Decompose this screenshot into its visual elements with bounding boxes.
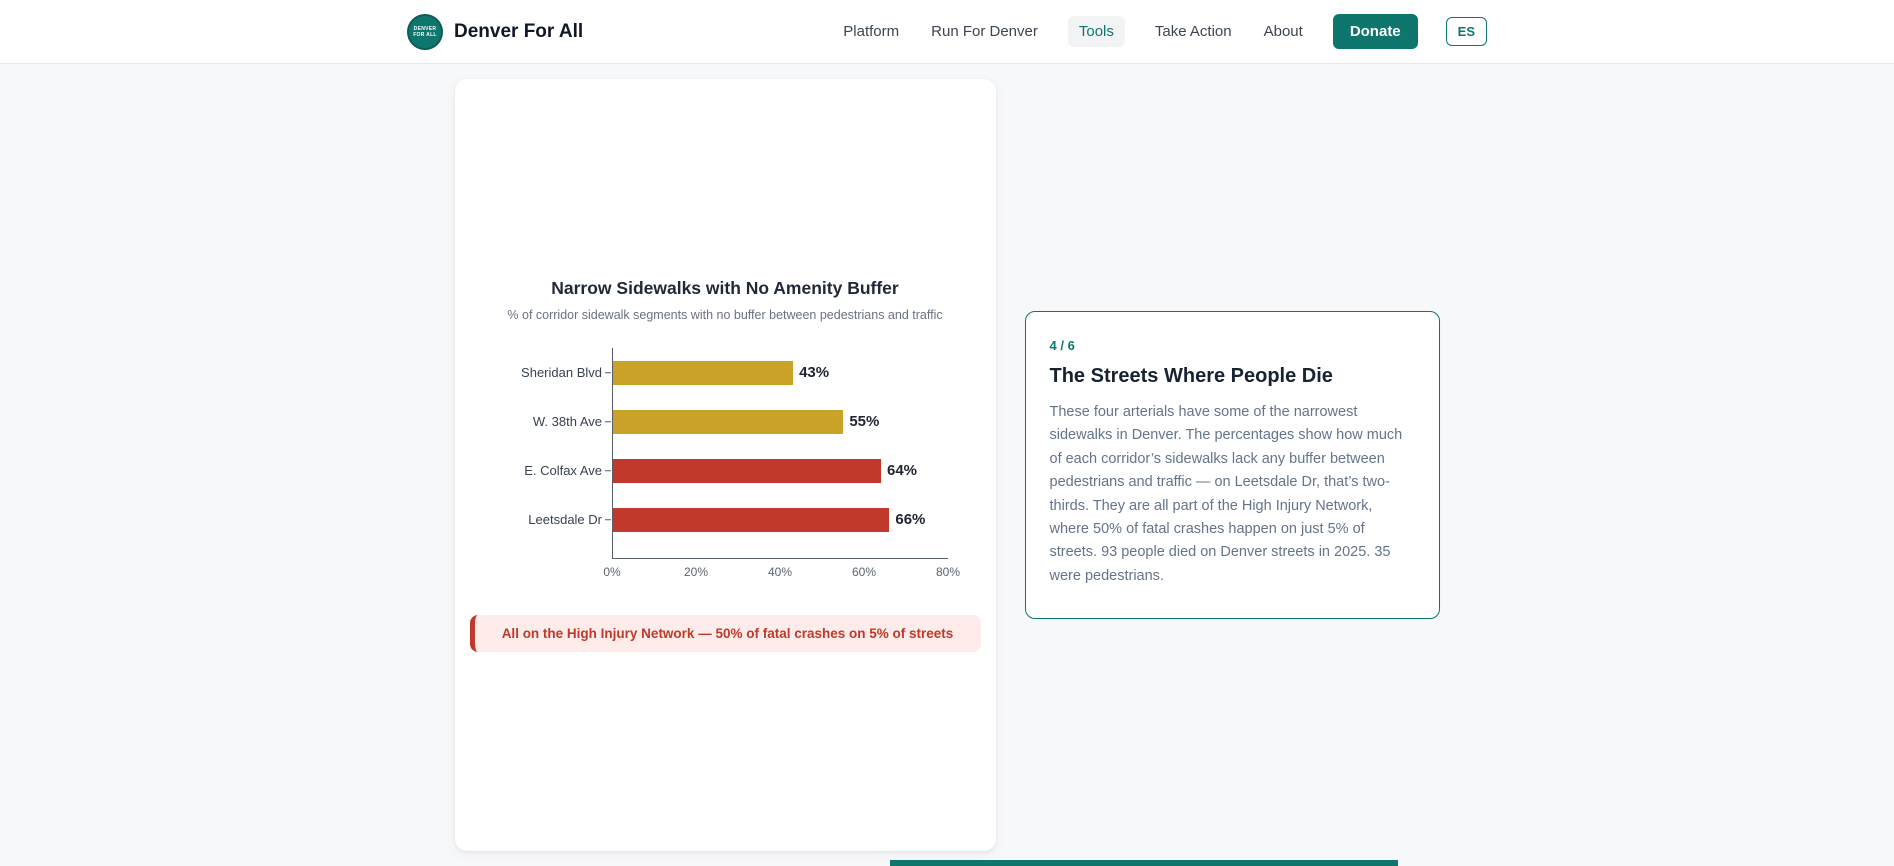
- chart-category-label: W. 38th Ave: [532, 414, 602, 429]
- top-nav: Denver For All Denver For All Platform R…: [0, 0, 1894, 64]
- story-step-card: 4 / 6 The Streets Where People Die These…: [1024, 310, 1440, 620]
- chart-category-label: Leetsdale Dr: [528, 512, 602, 527]
- chart-row: 55%: [613, 397, 948, 446]
- chart-value-label: 43%: [799, 364, 830, 381]
- chart-subtitle: % of corridor sidewalk segments with no …: [507, 308, 943, 322]
- chart-category-label: Sheridan Blvd: [521, 365, 602, 380]
- chart-xtick-label: 60%: [851, 565, 877, 579]
- step-body-text: These four arterials have some of the na…: [1049, 403, 1403, 584]
- chart-ylabels: Sheridan Blvd W. 38th Ave E. Colfax Ave Lee…: [502, 348, 612, 559]
- chart-xtick-label: 40%: [767, 565, 793, 579]
- footer-top-strip: [890, 860, 1398, 866]
- nav-item-run-for-denver[interactable]: Run For Denver: [929, 16, 1040, 47]
- nav-item-platform[interactable]: Platform: [841, 16, 901, 47]
- chart-bar: [613, 409, 844, 434]
- step-title: The Streets Where People Die: [1049, 364, 1333, 387]
- chart-value-label: 66%: [895, 511, 926, 528]
- header-container: Denver For All Denver For All Platform R…: [407, 13, 1487, 50]
- chart-card: Narrow Sidewalks with No Amenity Buffer …: [454, 79, 996, 851]
- bar-chart: Sheridan Blvd W. 38th Ave E. Colfax Ave Lee…: [502, 348, 948, 559]
- chart-category-label: E. Colfax Ave: [524, 463, 602, 478]
- chart-row: 66%: [613, 495, 948, 544]
- nav-item-take-action[interactable]: Take Action: [1153, 16, 1234, 47]
- chart-plot: 43% 55% 64% 66%: [612, 348, 948, 559]
- chart-xtick-label: 20%: [683, 565, 709, 579]
- step-progress: 4 / 6: [1049, 337, 1075, 353]
- chart-xtick-label: 0%: [603, 565, 621, 579]
- language-toggle-button[interactable]: ES: [1445, 17, 1487, 46]
- brand[interactable]: Denver For All Denver For All: [407, 13, 584, 50]
- main-content: Narrow Sidewalks with No Amenity Buffer …: [0, 64, 1894, 866]
- brand-name: Denver For All: [454, 20, 584, 42]
- chart-row: 43%: [613, 348, 948, 397]
- chart-bar: [613, 360, 794, 385]
- donate-button[interactable]: Donate: [1332, 14, 1418, 49]
- chart-bar: [613, 458, 881, 483]
- nav-item-tools[interactable]: Tools: [1067, 16, 1125, 47]
- chart-value-label: 55%: [849, 413, 880, 430]
- chart-title: Narrow Sidewalks with No Amenity Buffer: [551, 278, 899, 298]
- chart-xticks: 0% 20% 40% 60% 80%: [603, 565, 960, 581]
- brand-logo-icon: Denver For All: [407, 13, 443, 50]
- chart-bar: [613, 507, 890, 532]
- chart-xtick-label: 80%: [935, 565, 961, 579]
- chart-row: 64%: [613, 446, 948, 495]
- chart-value-label: 64%: [887, 462, 918, 479]
- nav-item-about[interactable]: About: [1262, 16, 1305, 47]
- main-nav: Platform Run For Denver Tools Take Actio…: [841, 14, 1487, 49]
- brand-logo-text: Denver For All: [413, 25, 437, 38]
- chart-annotation: All on the High Injury Network — 50% of …: [469, 615, 981, 652]
